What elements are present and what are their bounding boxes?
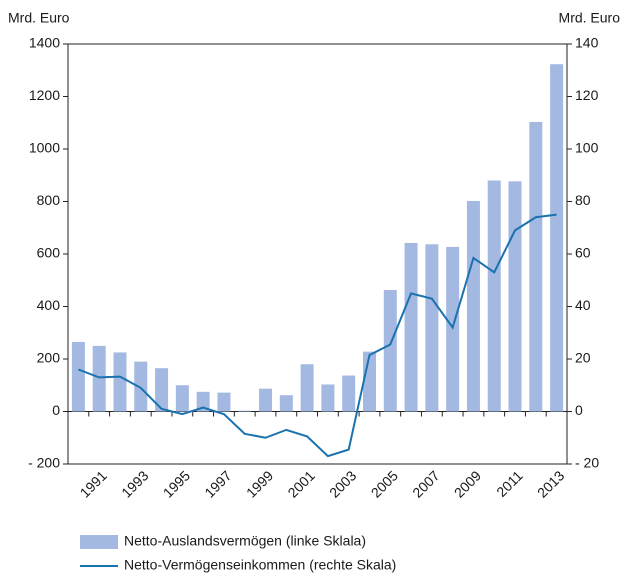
- x-tick-label: 1999: [243, 467, 276, 500]
- bar: [238, 410, 252, 412]
- x-tick-label: 2003: [326, 467, 359, 500]
- x-tick-label: 1997: [201, 467, 234, 500]
- y-tick-label: 0: [52, 402, 60, 418]
- bar: [113, 352, 127, 412]
- bar: [529, 121, 543, 412]
- y-tick-label: 1400: [29, 35, 60, 51]
- bar: [550, 64, 564, 412]
- bar: [362, 351, 376, 412]
- y2-tick-label: 100: [575, 140, 599, 156]
- legend-swatch: [80, 535, 118, 549]
- x-tick-label: 2007: [409, 467, 442, 500]
- x-tick-label: 2011: [493, 467, 526, 500]
- y2-tick-label: 80: [575, 192, 591, 208]
- y2-axis-label: Mrd. Euro: [559, 10, 621, 26]
- bar: [425, 244, 439, 412]
- bar: [259, 388, 273, 412]
- x-tick-label: 2005: [368, 467, 401, 500]
- bar: [92, 345, 106, 412]
- y-tick-label: 1200: [29, 87, 60, 103]
- y-tick-label: - 200: [28, 455, 60, 471]
- bar: [196, 391, 210, 412]
- bar: [466, 200, 480, 412]
- x-tick-label: 2009: [451, 467, 484, 500]
- y-tick-label: 200: [37, 350, 61, 366]
- y-axis-label: Mrd. Euro: [8, 10, 70, 26]
- bar: [71, 341, 85, 412]
- y2-tick-label: 20: [575, 350, 591, 366]
- bar: [508, 181, 522, 412]
- bar: [321, 384, 335, 412]
- bar: [487, 180, 501, 412]
- y2-tick-label: - 20: [575, 455, 599, 471]
- y2-tick-label: 0: [575, 402, 583, 418]
- x-tick-label: 1995: [160, 467, 193, 500]
- bar: [279, 395, 293, 412]
- x-tick-label: 1993: [118, 467, 151, 500]
- y-tick-label: 400: [37, 297, 61, 313]
- y2-tick-label: 40: [575, 297, 591, 313]
- bar: [342, 375, 356, 412]
- y2-tick-label: 140: [575, 35, 599, 51]
- bar: [155, 368, 169, 412]
- legend-label: Netto-Auslandsvermögen (linke Sklala): [124, 533, 366, 549]
- y-tick-label: 600: [37, 245, 61, 261]
- y2-tick-label: 60: [575, 245, 591, 261]
- bar: [175, 385, 189, 412]
- legend-label: Netto-Vermögenseinkommen (rechte Skala): [124, 557, 396, 573]
- bar: [404, 242, 418, 412]
- x-tick-label: 2001: [284, 467, 317, 500]
- y-tick-label: 1000: [29, 140, 60, 156]
- y-tick-label: 800: [37, 192, 61, 208]
- line: [78, 213, 557, 458]
- bar: [383, 289, 397, 412]
- x-tick-label: 2013: [534, 467, 567, 500]
- bar: [300, 364, 314, 412]
- bar: [217, 392, 231, 412]
- bar: [134, 361, 148, 412]
- y2-tick-label: 120: [575, 87, 599, 103]
- x-tick-label: 1991: [77, 467, 110, 500]
